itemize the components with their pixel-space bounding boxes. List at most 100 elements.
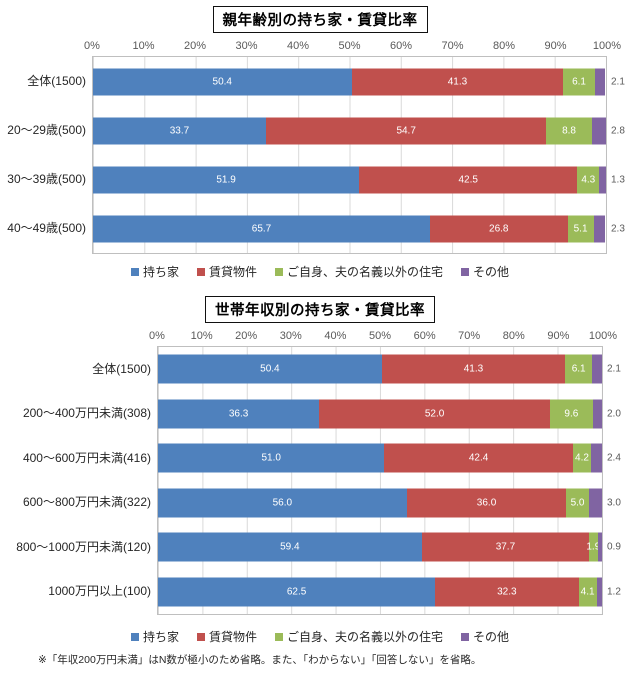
bar-segment: 32.3 bbox=[435, 577, 579, 607]
bar-value-label-outside: 1.2 bbox=[607, 586, 621, 598]
axis-spacer bbox=[0, 330, 157, 344]
bar-segment: 59.4 bbox=[158, 532, 422, 562]
bar-value-label: 42.5 bbox=[458, 174, 478, 185]
axis-tick-label: 100% bbox=[588, 330, 618, 342]
bar-value-label-outside: 2.4 bbox=[607, 452, 621, 464]
category-label: 全体(1500) bbox=[27, 74, 86, 88]
bar-band: 56.0 36.0 5.0 3.0 bbox=[158, 481, 621, 526]
axis-tick-label: 80% bbox=[502, 330, 525, 342]
stacked-bar: 33.7 54.7 8.8 bbox=[93, 117, 606, 144]
bar-segment: 8.8 bbox=[546, 117, 592, 144]
axis-tick-label: 80% bbox=[492, 40, 516, 52]
legend-swatch bbox=[196, 632, 205, 641]
category-label: 600〜800万円未満(322) bbox=[22, 495, 151, 510]
legend-item: ご自身、夫の名義以外の住宅 bbox=[275, 263, 443, 280]
stacked-bar: 62.5 32.3 4.1 bbox=[158, 577, 602, 607]
bar-segment: 4.1 bbox=[578, 577, 597, 607]
legend-label: 持ち家 bbox=[142, 630, 179, 644]
stacked-bar: 51.0 42.4 4.2 bbox=[158, 443, 602, 473]
axis-tick-label: 60% bbox=[413, 330, 436, 342]
axis-tick-label: 70% bbox=[458, 330, 481, 342]
axis-tick-label: 20% bbox=[235, 330, 258, 342]
bar-segment: 62.5 bbox=[158, 577, 436, 607]
legend-swatch bbox=[275, 267, 283, 276]
bar-segment: 52.0 bbox=[319, 399, 551, 429]
stacked-bar: 59.4 37.7 1.9 bbox=[158, 532, 602, 562]
bar-value-label: 1.9 bbox=[586, 541, 601, 553]
bar-segment bbox=[592, 399, 602, 429]
legend-swatch bbox=[130, 632, 139, 641]
bar-segment bbox=[593, 215, 606, 242]
bar-segment: 65.7 bbox=[93, 215, 431, 242]
bar-value-label: 5.1 bbox=[573, 223, 588, 234]
bar-segment: 54.7 bbox=[265, 117, 547, 144]
bar-value-label: 54.7 bbox=[396, 125, 416, 136]
axis-tick-label: 30% bbox=[235, 40, 258, 52]
category-labels: 全体(1500) 200〜400万円未満(308) 400〜600万円未満(416)… bbox=[0, 346, 157, 615]
bar-value-label-outside: 1.3 bbox=[611, 174, 625, 185]
bar-value-label: 4.1 bbox=[580, 586, 595, 598]
bar-value-label-outside: 2.0 bbox=[607, 408, 621, 420]
bar-value-label: 33.7 bbox=[169, 125, 190, 136]
bar-value-label: 50.4 bbox=[212, 76, 232, 87]
bar-band: 62.5 32.3 4.1 1.2 bbox=[158, 570, 621, 615]
bar-band: 50.4 41.3 6.1 2.1 bbox=[93, 57, 625, 106]
legend-label: 賃貸物件 bbox=[208, 265, 257, 279]
axis-tick-label: 90% bbox=[547, 330, 570, 342]
bar-value-label: 62.5 bbox=[286, 586, 307, 598]
bar-value-label: 26.8 bbox=[489, 223, 509, 234]
bar-segment: 51.9 bbox=[93, 166, 360, 193]
bar-value-label: 41.3 bbox=[463, 363, 484, 375]
bar-band: 65.7 26.8 5.1 2.3 bbox=[93, 204, 625, 253]
axis-tick-label: 20% bbox=[183, 40, 207, 52]
bar-segment: 42.4 bbox=[384, 443, 573, 473]
bar-value-label: 41.3 bbox=[447, 76, 468, 87]
plot-area: 50.4 41.3 6.1 2.1 36.3 52.0 9.6 2.0 51.0 42.4 4.2 2… bbox=[157, 346, 621, 615]
bar-segment: 41.3 bbox=[351, 68, 564, 95]
bar-segment: 42.5 bbox=[359, 166, 578, 193]
bar-value-label: 36.0 bbox=[476, 497, 497, 509]
legend-label: ご自身、夫の名義以外の住宅 bbox=[287, 265, 444, 279]
bar-segment bbox=[592, 354, 602, 384]
bar-segment bbox=[599, 166, 606, 193]
bar-segment: 4.2 bbox=[572, 443, 592, 473]
axis-tick-label: 70% bbox=[441, 40, 464, 52]
axis-row: 0% 10% 20% 30% 40% 50% 60% 70% 80% 90% 100% bbox=[0, 330, 640, 344]
bar-value-label-outside: 3.0 bbox=[607, 497, 621, 509]
chart-title: 親年齢別の持ち家・賃貸比率 bbox=[212, 6, 428, 33]
bar-value-label-outside: 2.3 bbox=[611, 223, 625, 234]
category-label: 30〜39歳(500) bbox=[7, 172, 86, 186]
bar-segment: 50.4 bbox=[158, 354, 382, 384]
chart-body: 全体(1500) 20〜29歳(500) 30〜39歳(500) 40〜49歳(500… bbox=[0, 56, 640, 254]
chart-title-row: 世帯年収別の持ち家・賃貸比率 bbox=[0, 296, 640, 323]
bar-band: 50.4 41.3 6.1 2.1 bbox=[158, 347, 621, 392]
category-label: 200〜400万円未満(308) bbox=[22, 406, 151, 421]
plot-area: 50.4 41.3 6.1 2.1 33.7 54.7 8.8 2.8 51.9 42.5 4.3 1… bbox=[92, 56, 625, 254]
bar-segment: 9.6 bbox=[550, 399, 593, 429]
axis-tick-label: 10% bbox=[190, 330, 213, 342]
legend-swatch bbox=[275, 632, 283, 641]
bar-value-label-outside: 2.1 bbox=[607, 363, 621, 375]
axis-tick-label: 60% bbox=[389, 40, 413, 52]
bar-value-label: 65.7 bbox=[251, 223, 272, 234]
legend-swatch bbox=[461, 267, 470, 276]
category-label: 1000万円以上(100) bbox=[48, 584, 151, 599]
bar-value-label: 9.6 bbox=[564, 408, 579, 420]
bar-value-label: 4.3 bbox=[581, 174, 596, 185]
legend-item: 持ち家 bbox=[130, 263, 179, 280]
axis-tick-label: 30% bbox=[279, 330, 302, 342]
bar-segment: 56.0 bbox=[158, 488, 407, 518]
bar-value-label: 42.4 bbox=[468, 452, 489, 464]
axis-tick-label: 100% bbox=[592, 40, 622, 52]
bar-value-label: 51.0 bbox=[261, 452, 281, 464]
category-label: 全体(1500) bbox=[92, 361, 151, 376]
bar-segment: 5.0 bbox=[566, 488, 589, 518]
axis-tick-label: 90% bbox=[544, 40, 567, 52]
bar-value-label: 4.2 bbox=[575, 452, 589, 464]
axis-tick-label: 50% bbox=[368, 330, 392, 342]
bar-value-label-outside: 2.1 bbox=[611, 76, 625, 87]
bar-segment bbox=[594, 68, 606, 95]
legend-swatch bbox=[130, 267, 139, 276]
bar-segment: 5.1 bbox=[567, 215, 594, 242]
